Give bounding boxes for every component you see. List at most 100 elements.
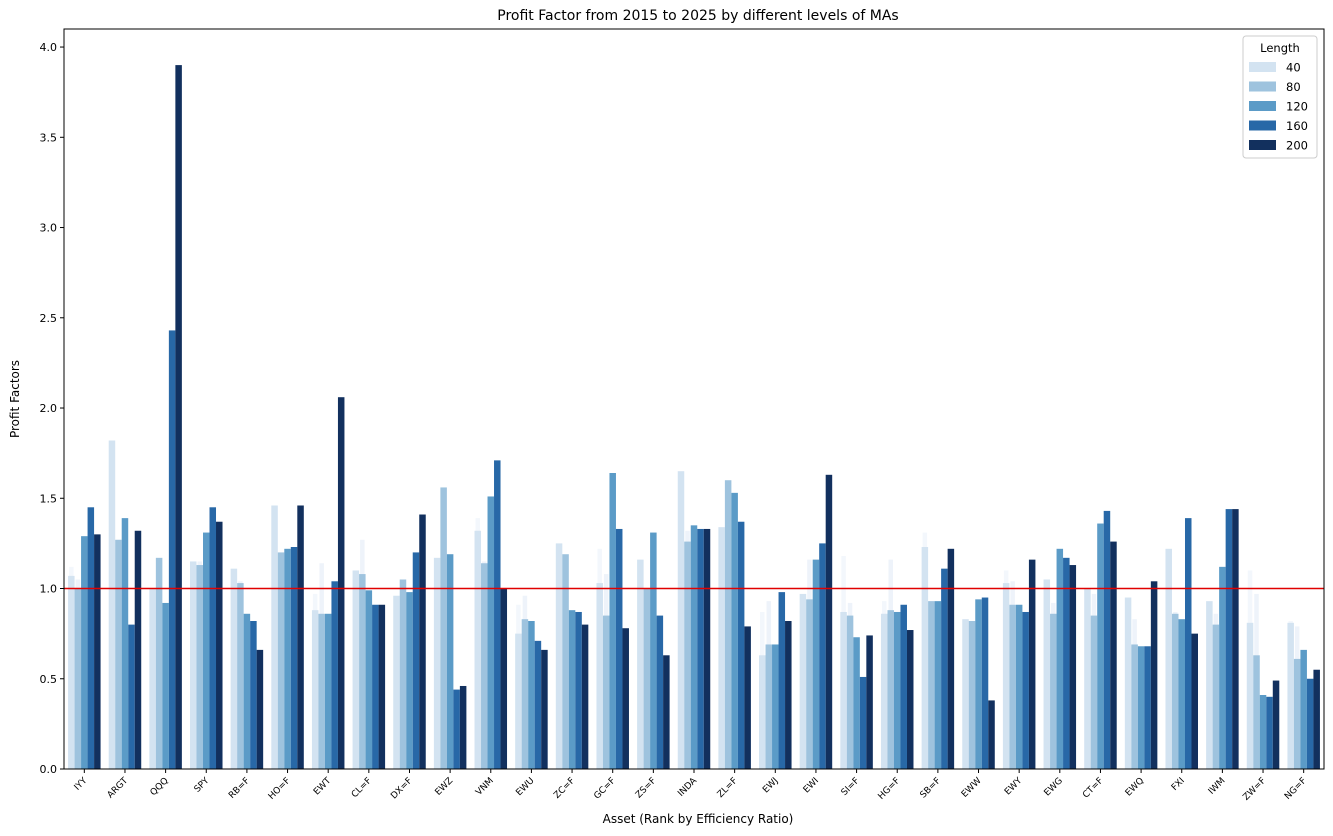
bar-200-ZL=F [744, 626, 751, 769]
bar-80-VNM [481, 563, 488, 769]
bar-80-EWZ [440, 487, 447, 769]
bar-40-HO=F [271, 505, 278, 769]
bar-120-FXI [1178, 619, 1185, 769]
bar-40-EWW [962, 619, 969, 769]
legend-swatch-40 [1249, 62, 1276, 72]
bar-200-ZC=F [581, 624, 589, 769]
bar-200-INDA [703, 528, 711, 769]
bar-120-HG=F [893, 611, 901, 769]
x-tick-label-EWT: EWT [312, 776, 334, 798]
bar-40-SI=F [840, 611, 847, 769]
bar-160-EWU [534, 640, 542, 769]
bar-80-ZL=F [724, 480, 732, 769]
bar-200-GC=F [622, 628, 629, 769]
x-tick-label-VNM: VNM [474, 776, 496, 798]
bar-200-HG=F [906, 630, 914, 769]
legend-label-120: 120 [1286, 100, 1308, 114]
bar-120-SI=F [853, 637, 860, 769]
bar-80-SPY [196, 565, 204, 769]
bar-80-INDA [684, 541, 691, 769]
bar-120-EWZ [446, 554, 454, 769]
bar-160-INDA [697, 528, 704, 769]
legend-label-80: 80 [1286, 80, 1301, 94]
bar-40-QQQ [149, 588, 156, 769]
x-tick-label-ZL=F: ZL=F [716, 776, 740, 800]
x-tick-label-EWU: EWU [514, 776, 536, 798]
y-tick-label: 3.0 [40, 222, 58, 235]
y-tick-label: 3.5 [40, 131, 58, 144]
bar-200-EWT [337, 397, 345, 769]
bar-160-ZL=F [737, 521, 745, 769]
bar-40-CL=F [352, 570, 360, 769]
bar-160-IYY [87, 507, 95, 769]
bar-160-ARGT [128, 624, 135, 769]
bar-160-EWY [1022, 611, 1029, 769]
bar-80-GC=F [602, 615, 610, 769]
bar-200-SPY [216, 521, 223, 769]
bar-40-ZC=F [555, 543, 563, 769]
bar-80-EWT [318, 613, 325, 769]
bar-40-EWT [311, 610, 319, 769]
x-tick-label-SPY: SPY [193, 776, 212, 795]
bar-160-SB=F [941, 568, 948, 769]
bar-160-EWT [331, 581, 338, 769]
bar-120-EWQ [1137, 646, 1145, 769]
x-tick-label-DX=F: DX=F [389, 776, 414, 801]
bars-group [68, 65, 1320, 770]
bar-160-FXI [1184, 518, 1192, 769]
bar-120-CL=F [365, 590, 373, 769]
bar-80-ZW=F [1253, 655, 1260, 769]
bar-120-ZL=F [731, 492, 738, 769]
x-tick-label-ARGT: ARGT [106, 776, 131, 801]
bar-200-EWI [825, 474, 833, 769]
bar-80-EWW [968, 621, 976, 769]
legend-label-200: 200 [1286, 139, 1308, 153]
bar-40-DX=F [393, 595, 400, 769]
bar-120-IYY [81, 536, 88, 769]
bar-120-EWY [1015, 604, 1023, 769]
x-tick-label-NG=F: NG=F [1283, 776, 1309, 802]
y-axis-ticks: 0.0 0.5 1.0 1.5 2.0 2.5 3.0 3.5 4.0 [40, 41, 64, 776]
bar-120-EWI [812, 559, 820, 769]
bar-80-QQQ [155, 557, 163, 769]
bar-120-EWU [528, 621, 535, 769]
bar-120-SPY [203, 532, 210, 769]
bar-80-EWJ [765, 644, 773, 769]
bar-80-ZC=F [562, 554, 569, 769]
bar-200-NG=F [1313, 669, 1320, 769]
x-tick-label-EWJ: EWJ [761, 776, 780, 795]
bar-160-EWG [1063, 557, 1070, 769]
bar-200-ZS=F [663, 655, 670, 769]
bar-80-RB=F [237, 583, 244, 769]
bar-160-SI=F [859, 676, 867, 769]
bar-200-IYY [94, 534, 101, 769]
bar-80-ZS=F [643, 588, 651, 769]
bar-120-EWW [975, 599, 982, 769]
x-tick-label-QQQ: QQQ [149, 776, 171, 798]
x-tick-label-EWI: EWI [802, 776, 821, 795]
bar-120-EWJ [772, 644, 779, 769]
bar-160-EWI [819, 543, 826, 769]
bar-80-EWG [1050, 613, 1057, 769]
bar-40-CT=F [1084, 588, 1091, 769]
bar-120-ZC=F [568, 610, 576, 769]
bar-160-GC=F [615, 528, 623, 769]
bar-40-ZS=F [637, 559, 644, 769]
bar-160-ZW=F [1266, 696, 1273, 769]
bar-80-EWU [521, 619, 529, 769]
x-tick-label-FXI: FXI [1170, 776, 1187, 793]
bar-160-EWW [981, 597, 989, 769]
x-tick-label-ZW=F: ZW=F [1241, 776, 1268, 803]
y-tick-label: 0.5 [40, 673, 58, 686]
bar-40-ZL=F [718, 527, 725, 769]
x-tick-label-EWQ: EWQ [1124, 776, 1146, 798]
bar-160-DX=F [412, 552, 420, 769]
bar-120-IWM [1219, 566, 1226, 769]
bar-40-ARGT [108, 440, 116, 769]
legend: Length 40 80 120 160 200 [1242, 35, 1318, 159]
bar-160-ZC=F [575, 611, 582, 769]
x-tick-label-CT=F: CT=F [1081, 776, 1105, 800]
y-tick-label: 4.0 [40, 41, 58, 54]
legend-swatch-160 [1249, 120, 1276, 131]
